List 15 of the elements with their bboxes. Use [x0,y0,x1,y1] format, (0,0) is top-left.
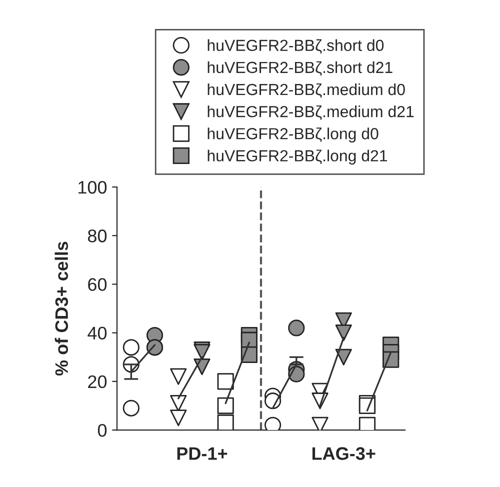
legend-label: huVEGFR2-BBζ.long d0 [208,128,378,142]
y-tick-label: 80 [88,230,107,242]
y-axis-title: % of CD3+ cells [54,242,68,376]
y-tick-label: 20 [88,375,107,388]
x-tick-label: LAG-3+ [312,447,376,460]
y-tick-label: 40 [88,326,107,340]
x-tick-label: PD-1+ [177,447,228,460]
legend-label: huVEGFR2-BBζ.medium d21 [208,106,414,120]
y-tick-label: 0 [98,424,107,437]
y-tick-label: 100 [78,180,107,194]
legend-label: huVEGFR2-BBζ.short d0 [208,39,384,54]
y-tick-label: 60 [88,278,107,291]
legend-label: huVEGFR2-BBζ.medium d0 [208,83,405,98]
legend-label: huVEGFR2-BBζ.long d21 [208,150,388,165]
legend-label: huVEGFR2-BBζ.short d21 [208,61,392,76]
